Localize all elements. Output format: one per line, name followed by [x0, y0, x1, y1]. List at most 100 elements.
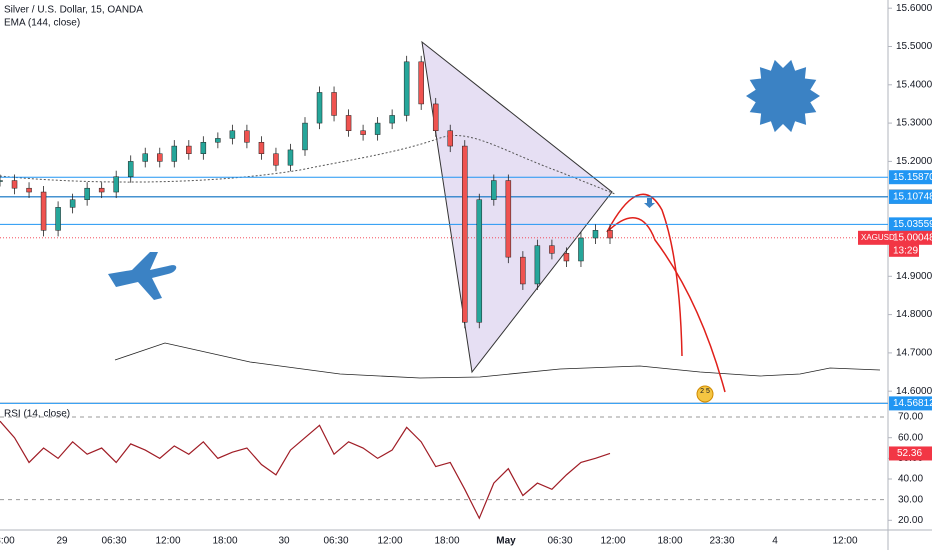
projection-arc: [606, 193, 683, 357]
indicator-line: [114, 342, 881, 379]
time-label: 06:30: [323, 536, 348, 547]
time-label: 18:00: [657, 536, 682, 547]
time-label: 06:30: [101, 536, 126, 547]
time-label: May: [496, 536, 516, 547]
candle: [215, 138, 221, 143]
candle: [40, 191, 47, 231]
price-tag-label: 15.00048: [893, 232, 932, 243]
price-tag-label: 14.56812: [893, 398, 932, 409]
triangle-pattern: [421, 40, 613, 374]
price-tick-label: 15.60000: [896, 3, 932, 14]
price-tag: [889, 230, 932, 245]
candle: [491, 180, 497, 200]
time-label: 12:00: [155, 536, 180, 547]
candle: [549, 245, 555, 254]
candle: [200, 141, 207, 154]
down-arrow-icon: [644, 198, 655, 208]
price-tag: [889, 189, 932, 204]
indicator-label: EMA (144, close): [4, 18, 80, 29]
candle: [607, 230, 613, 239]
rsi-value-tag: [889, 446, 932, 461]
candle: [127, 161, 134, 177]
ema-line: [0, 135, 616, 195]
candle: [0, 180, 3, 182]
candle: [592, 230, 599, 239]
price-tag-label: 15.10748: [893, 191, 932, 202]
candle: [389, 115, 395, 124]
airplane-icon: [108, 252, 177, 300]
chart-title: Silver / U.S. Dollar, 15, OANDA: [4, 5, 143, 16]
candle: [563, 253, 570, 262]
time-label: 30: [278, 536, 290, 547]
price-tick-label: 14.90000: [896, 271, 932, 282]
candle: [578, 237, 584, 262]
candle: [447, 130, 453, 147]
candle: [258, 141, 265, 154]
rsi-value-label: 52.36: [897, 448, 922, 459]
countdown-tag: [889, 243, 919, 257]
time-label: 29: [56, 536, 68, 547]
candle: [171, 145, 178, 162]
candle: [316, 92, 323, 124]
rsi-tick-label: 40.00: [898, 474, 923, 485]
price-tick-label: 14.60000: [896, 386, 932, 397]
candle: [157, 153, 163, 162]
candle: [273, 153, 279, 166]
candle: [520, 256, 526, 285]
rsi-line: [0, 420, 611, 520]
candle: [345, 115, 352, 132]
symbol-tag: [858, 230, 889, 245]
rsi-tick-label: 70.00: [898, 412, 923, 423]
price-tag-label: 15.03559: [893, 219, 932, 230]
price-tick-label: 15.30000: [896, 118, 932, 129]
candle: [302, 122, 308, 151]
candle: [11, 180, 18, 189]
candle: [505, 180, 512, 258]
candle: [98, 187, 105, 193]
time-label: 12:00: [377, 536, 402, 547]
rsi-tick-label: 30.00: [898, 494, 923, 505]
candle: [418, 61, 424, 105]
time-label: 18:00: [212, 536, 237, 547]
price-tag-label: 15.15870: [893, 172, 932, 183]
candle: [476, 199, 483, 323]
candle: [432, 103, 439, 132]
price-tag: [889, 396, 932, 411]
symbol-tag-label: XAGUSD: [861, 233, 895, 242]
price-tick-label: 15.20000: [896, 156, 932, 167]
candle: [142, 153, 148, 162]
candle: [186, 145, 192, 154]
time-label: 06:30: [547, 536, 572, 547]
candle: [462, 145, 468, 323]
candle: [244, 130, 250, 143]
candle: [534, 245, 541, 285]
candle: [84, 187, 90, 200]
rsi-tick-label: 20.00: [898, 515, 923, 526]
candle: [374, 122, 381, 135]
candle: [113, 176, 119, 193]
candle: [55, 207, 61, 231]
time-label: 23:30: [709, 536, 734, 547]
time-label: 18:00: [434, 536, 459, 547]
candle: [69, 199, 76, 208]
countdown-label: 13:29: [893, 245, 918, 256]
event-badge: [696, 385, 714, 403]
price-tick-label: 14.70000: [896, 348, 932, 359]
price-tag: [889, 170, 932, 185]
candle: [229, 130, 236, 139]
price-tick-label: 15.50000: [896, 41, 932, 52]
price-tick-label: 14.80000: [896, 309, 932, 320]
candle: [26, 187, 32, 193]
time-label: 8:00: [0, 536, 15, 547]
time-label: 12:00: [832, 536, 857, 547]
rsi-tick-label: 60.00: [898, 432, 923, 443]
event-badge-label: 2 5: [700, 388, 710, 395]
time-label: 4: [772, 536, 778, 547]
candle: [331, 92, 337, 116]
candle: [287, 149, 294, 166]
price-tick-label: 15.40000: [896, 79, 932, 90]
projection-arc: [606, 217, 726, 393]
badge-star-icon: [746, 59, 820, 133]
time-label: 12:00: [600, 536, 625, 547]
